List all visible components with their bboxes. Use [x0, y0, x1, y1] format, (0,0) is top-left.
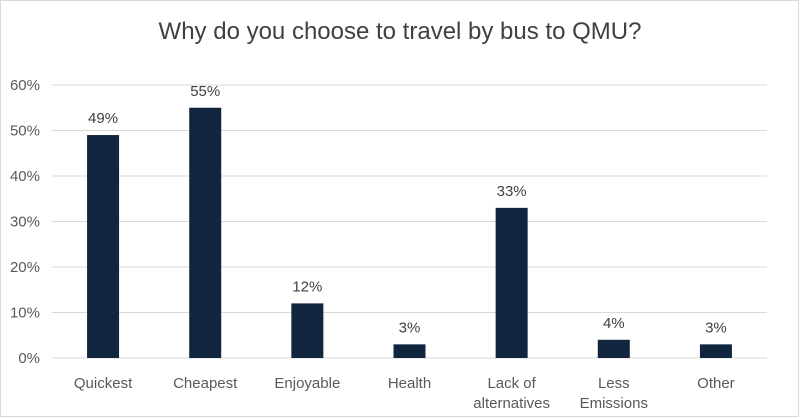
y-tick-label: 40% [10, 168, 40, 185]
x-tick-label: alternatives [473, 395, 550, 412]
x-tick-label: Lack of [487, 375, 536, 392]
y-tick-label: 30% [10, 214, 40, 231]
y-tick-label: 0% [18, 350, 40, 367]
data-label: 49% [88, 110, 118, 127]
y-tick-label: 10% [10, 305, 40, 322]
x-tick-label: Other [697, 375, 735, 392]
x-tick-label: Cheapest [173, 375, 238, 392]
bar [87, 135, 120, 358]
x-tick-label: Less [598, 375, 630, 392]
x-tick-label: Emissions [580, 395, 648, 412]
y-tick-label: 60% [10, 77, 40, 94]
data-label: 12% [292, 278, 322, 295]
x-tick-label: Enjoyable [274, 375, 340, 392]
data-label: 3% [705, 319, 727, 336]
bar [189, 107, 222, 358]
y-tick-label: 50% [10, 123, 40, 140]
chart-title: Why do you choose to travel by bus to QM… [158, 18, 642, 45]
y-tick-label: 20% [10, 259, 40, 276]
x-tick-label: Quickest [74, 375, 133, 392]
data-label: 4% [603, 315, 625, 332]
x-tick-label: Health [388, 375, 431, 392]
bar [495, 207, 528, 358]
bar [699, 344, 732, 358]
data-label: 33% [497, 183, 527, 200]
data-label: 55% [190, 83, 220, 100]
bar [393, 344, 426, 358]
bar [597, 339, 630, 358]
bar [291, 303, 324, 358]
data-label: 3% [399, 319, 421, 336]
